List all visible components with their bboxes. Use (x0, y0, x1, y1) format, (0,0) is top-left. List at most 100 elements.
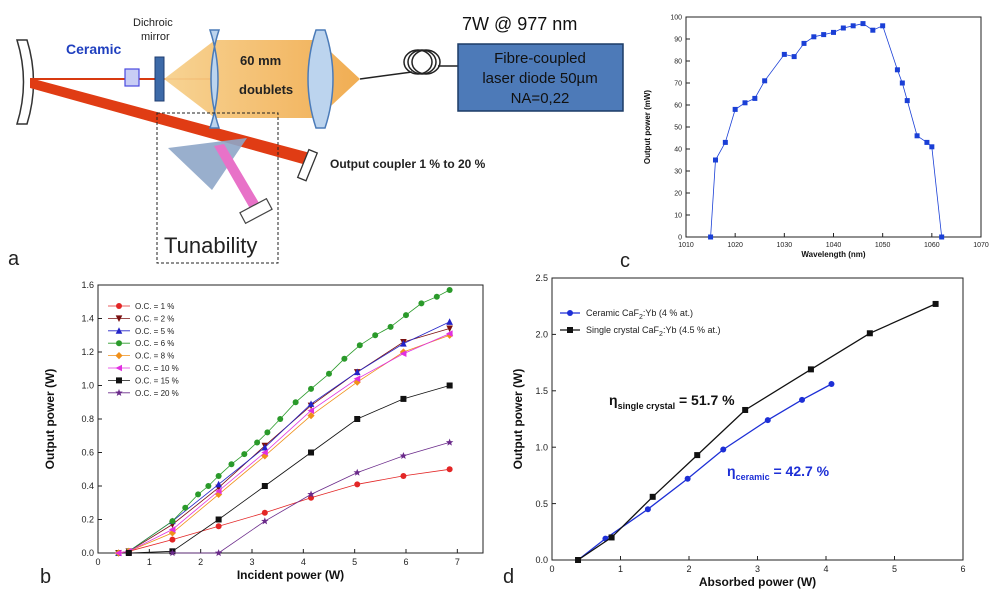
data-point (894, 67, 900, 73)
x-tick-label: 1070 (973, 242, 989, 249)
legend-d: Ceramic CaF2:Yb (4 % at.) Single crystal … (560, 308, 720, 338)
y-tick-label: 1.0 (535, 442, 548, 452)
data-point (215, 516, 222, 523)
legend-marker (116, 377, 122, 384)
data-point (880, 23, 886, 29)
x-tick-label: 1030 (777, 242, 793, 249)
y-tick-label: 0.6 (81, 448, 94, 458)
data-point (742, 406, 749, 413)
x-tick-label: 0 (549, 564, 554, 574)
data-point (939, 234, 945, 240)
data-point (215, 472, 222, 479)
data-point (445, 438, 454, 446)
data-point (713, 157, 718, 163)
legend-marker (115, 315, 123, 322)
x-tick-label: 3 (755, 564, 760, 574)
data-point (307, 412, 315, 420)
legend-item: O.C. = 8 % (108, 352, 174, 361)
data-point (353, 468, 361, 476)
y-tick-label: 1.6 (81, 280, 94, 290)
curved-mirror-icon (15, 39, 35, 125)
x-axis-label: Incident power (W) (237, 568, 344, 582)
panel-label-c: c (620, 250, 630, 272)
x-tick-label: 1 (618, 564, 623, 574)
data-point (644, 506, 651, 513)
y-axis-label: Output power (W) (511, 369, 525, 470)
dichroic-label-line2: mirror (141, 31, 170, 43)
data-point (742, 100, 748, 106)
laser-beam (30, 78, 314, 166)
output-coupler-label: Output coupler 1 % to 20 % (330, 157, 486, 171)
data-point (403, 312, 409, 319)
legend-item: Single crystal CaF2:Yb (4.5 % at.) (560, 325, 720, 338)
efficiency-annotation: ηceramic = 42.7 % (727, 463, 830, 482)
doublets-label-line2: doublets (239, 82, 293, 97)
data-point (866, 330, 873, 337)
chart-d-frame (551, 277, 964, 561)
y-tick-label: 1.4 (81, 314, 94, 324)
data-point (241, 451, 248, 458)
legend-marker (115, 364, 122, 372)
series-1 (708, 21, 945, 240)
data-point (125, 550, 132, 556)
data-point (264, 429, 271, 436)
x-tick-label: 1010 (678, 242, 694, 249)
chart-b-group: 0 1 2 3 4 5 6 7 0.0 0.2 0.4 0.6 0.8 1.0 1.2 1.4 1.6 Incid… (43, 280, 484, 582)
panel-label-d: d (503, 566, 515, 588)
data-point (215, 487, 222, 495)
data-point (354, 416, 361, 422)
tuned-beam (214, 144, 262, 212)
legend-marker (567, 327, 573, 333)
data-point (214, 549, 223, 557)
legend-marker (116, 303, 122, 309)
legend-marker (116, 340, 122, 347)
y-tick-label: 100 (670, 14, 682, 21)
data-point (649, 493, 656, 500)
doublets-label-line1: 60 mm (240, 53, 281, 68)
y-tick-label: 60 (674, 102, 682, 109)
y-tick-label: 0.8 (81, 414, 94, 424)
legend-label: Ceramic CaF2:Yb (4 % at.) (586, 308, 693, 321)
data-point (228, 461, 235, 468)
data-point (924, 139, 930, 145)
y-tick-label: 1.5 (535, 386, 548, 396)
y-tick-label: 1.2 (81, 347, 94, 357)
data-point (831, 29, 836, 35)
legend-label: O.C. = 1 % (135, 302, 174, 311)
series-2 (575, 300, 939, 563)
legend-item: O.C. = 5 % (108, 327, 174, 336)
data-point (168, 529, 177, 537)
x-tick-label: 0 (95, 557, 100, 567)
legend-b: O.C. = 1 % O.C. = 2 % O.C. = 5 % O.C. = 6 %… (108, 302, 179, 398)
doublet-lens-right-icon (307, 29, 334, 129)
data-point (308, 449, 315, 456)
data-point (292, 399, 299, 406)
data-point (929, 144, 935, 150)
data-point (904, 98, 910, 104)
legend-item: O.C. = 6 % (108, 339, 174, 348)
legend-marker (567, 310, 573, 316)
data-point (821, 32, 827, 38)
legend-label: O.C. = 8 % (135, 352, 174, 361)
data-point (807, 366, 814, 373)
tunability-region (156, 112, 279, 264)
legend-marker (115, 388, 123, 396)
legend-item: O.C. = 10 % (108, 364, 179, 373)
data-point (261, 449, 268, 456)
y-tick-label: 70 (674, 80, 682, 87)
y-tick-label: 2.0 (535, 330, 548, 340)
panel-label-a: a (8, 248, 20, 270)
data-point (446, 318, 453, 325)
series-8 (168, 438, 454, 557)
y-tick-label: 50 (674, 124, 682, 131)
data-point (399, 451, 408, 460)
y-tick-label: 0 (678, 234, 682, 241)
x-axis-label: Absorbed power (W) (699, 575, 816, 589)
dichroic-label-line1: Dichroic (133, 17, 173, 29)
legend-item: O.C. = 20 % (108, 389, 179, 398)
y-tick-label: 40 (674, 146, 682, 153)
y-tick-label: 20 (674, 190, 682, 197)
data-point (694, 452, 701, 459)
data-point (341, 355, 348, 362)
data-point (914, 133, 920, 139)
